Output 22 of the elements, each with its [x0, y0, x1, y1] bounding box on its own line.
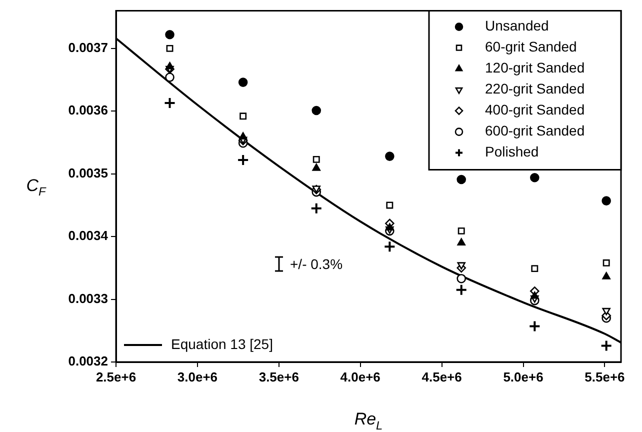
- legend-label: 60-grit Sanded: [485, 38, 577, 55]
- legend-label: 220-grit Sanded: [485, 80, 585, 97]
- y-tick-label: 0.0032: [68, 354, 108, 369]
- y-tick-label: 0.0035: [68, 165, 108, 180]
- x-tick-label: 4.0e+6: [340, 369, 380, 384]
- legend-label: 600-grit Sanded: [485, 122, 585, 139]
- x-tick-label: 5.5e+6: [584, 369, 625, 384]
- legend-label: 120-grit Sanded: [485, 60, 585, 76]
- x-tick-label: 2.5e+6: [96, 369, 136, 384]
- y-tick-label: 0.0033: [68, 290, 108, 306]
- y-tick-label: 0.0037: [68, 40, 108, 56]
- x-tick-label: 5.0e+6: [503, 369, 544, 384]
- legend-label: Polished: [485, 144, 539, 160]
- y-tick-label: 0.0036: [68, 102, 108, 118]
- legend-label: Unsanded: [485, 18, 549, 34]
- x-tick-label: 3.0e+6: [177, 369, 218, 384]
- y-tick-label: 0.0034: [68, 228, 109, 244]
- annotation: +/- 0.3%: [290, 256, 343, 272]
- legend-label: 400-grit Sanded: [485, 102, 585, 118]
- x-tick-label: 3.5e+6: [258, 369, 299, 384]
- x-tick-label: 4.5e+6: [422, 369, 462, 384]
- legend-label: Equation 13 [25]: [171, 336, 273, 352]
